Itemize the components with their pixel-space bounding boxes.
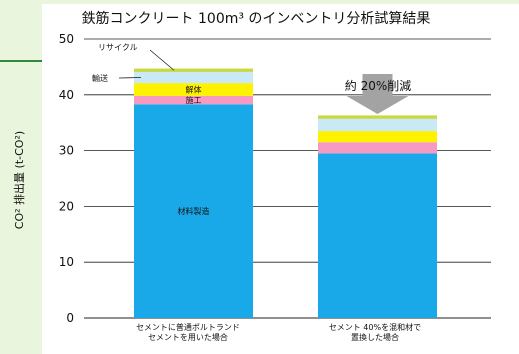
y-tick-label: 30 (59, 144, 74, 158)
bar-segment-4 (318, 115, 437, 119)
bar-segment-0 (318, 153, 437, 318)
segment-label: 解体 (186, 84, 202, 94)
y-tick-label: 50 (59, 32, 74, 46)
accent-line (0, 60, 42, 62)
bar-segment-0 (134, 104, 253, 318)
bar-segment-3 (134, 71, 253, 84)
callout-line (149, 49, 175, 71)
y-tick-label: 10 (59, 255, 74, 269)
segment-label: 施工 (186, 95, 202, 105)
segment-label: 材料製造 (178, 206, 210, 216)
y-tick-label: 20 (59, 199, 74, 213)
bar-segment-1 (318, 142, 437, 154)
x-category-label: セメント 40%を混和材で 置換した場合 (328, 323, 422, 342)
x-category-label: セメントに普通ポルトランド セメントを用いた場合 (136, 323, 240, 342)
bar-segment-4 (134, 68, 253, 72)
callout-label: リサイクル (98, 43, 138, 52)
y-tick-label: 40 (59, 88, 74, 102)
bar-segment-2 (134, 83, 253, 96)
reduction-arrow (346, 74, 409, 114)
reduction-label: 約 20%削減 (344, 79, 412, 93)
bar-segment-2 (318, 131, 437, 143)
bar-segment-1 (134, 95, 253, 105)
chart-panel (42, 4, 519, 354)
y-tick-label: 0 (66, 311, 74, 325)
chart-title: 鉄筋コンクリート 100m³ のインベントリ分析試算結果 (81, 11, 431, 27)
callout-label: 輸送 (92, 73, 108, 83)
bar-segment-3 (318, 118, 437, 132)
